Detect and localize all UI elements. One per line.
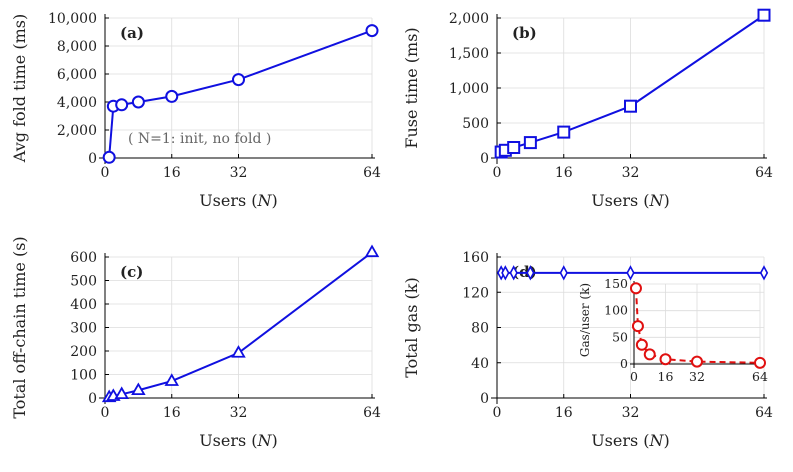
y-tick-label: 160 [462, 250, 489, 266]
inset-x-tick-label: 16 [658, 369, 674, 384]
y-tick-label: 200 [70, 344, 97, 360]
inset-y-tick-label: 50 [612, 329, 628, 344]
panel-label: (b) [512, 24, 537, 42]
y-tick-label: 2,000 [57, 123, 97, 139]
y-tick-label: 400 [70, 297, 97, 313]
inset-y-tick-label: 100 [604, 303, 628, 318]
panel-b: 0 16 32 64 0 500 1,000 1,500 2,000 Users (N) Fuse … [402, 8, 773, 210]
y-axis-label: Fuse time (ms) [402, 27, 421, 148]
y-tick-label: 10,000 [48, 11, 97, 27]
data-point [114, 386, 129, 400]
x-tick-label: 16 [163, 405, 181, 421]
y-tick-label: 40 [471, 356, 489, 372]
x-axis-label: Users (N) [199, 191, 278, 210]
x-tick-label: 32 [230, 405, 248, 421]
inset-data-point [659, 353, 672, 366]
panel-label: (c) [120, 263, 143, 281]
data-point [365, 24, 379, 38]
inset-x-tick-label: 32 [689, 369, 705, 384]
data-point [559, 265, 568, 281]
inset-chart: 0 16 32 64 0 50 100 150 Gas/user (k) [578, 276, 768, 384]
panel-c: 0 16 32 64 0 100 200 300 400 500 600 Users (N) Total… [10, 236, 381, 450]
x-tick-label: 32 [230, 165, 248, 181]
data-point [102, 150, 116, 164]
inset-y-tick-label: 0 [620, 356, 628, 371]
inset-data-point [754, 356, 766, 369]
x-axis-label: Users (N) [591, 191, 670, 210]
y-tick-label: 4,000 [57, 95, 97, 111]
x-tick-label: 64 [755, 405, 773, 421]
series-line [500, 14, 765, 153]
x-tick-label: 64 [363, 165, 381, 181]
y-tick-label: 300 [70, 321, 97, 337]
x-tick-label: 0 [493, 405, 502, 421]
data-point [364, 244, 380, 258]
inset-y-axis-label: Gas/user (k) [578, 283, 592, 357]
inset-data-point [643, 348, 656, 361]
data-point [759, 265, 769, 281]
data-point [231, 345, 246, 358]
y-tick-label: 0 [480, 151, 489, 167]
y-tick-label: 0 [480, 391, 489, 407]
y-axis-label: Total gas (k) [402, 277, 421, 378]
data-point [626, 265, 635, 281]
x-tick-label: 64 [363, 405, 381, 421]
x-tick-label: 32 [622, 165, 640, 181]
y-tick-label: 500 [70, 274, 97, 290]
data-point [115, 98, 129, 112]
inset-data-point [691, 355, 703, 368]
y-axis-label: Avg fold time (ms) [10, 14, 29, 163]
data-point [757, 8, 771, 22]
y-tick-label: 80 [471, 321, 489, 337]
data-point [501, 265, 510, 281]
annotation-text: ( N=1: init, no fold ) [128, 131, 271, 147]
y-tick-label: 100 [70, 368, 97, 384]
inset-data-point [629, 282, 642, 295]
x-tick-label: 16 [555, 165, 573, 181]
inset-y-tick-label: 150 [604, 276, 628, 291]
x-tick-label: 16 [163, 165, 181, 181]
y-tick-label: 600 [70, 250, 97, 266]
y-tick-label: 8,000 [57, 39, 97, 55]
inset-data-point [631, 320, 644, 333]
data-point [507, 141, 521, 154]
x-axis-label: Users (N) [591, 431, 670, 450]
data-point [523, 136, 537, 150]
series-line [108, 251, 373, 399]
inset-data-point [635, 338, 648, 351]
y-tick-label: 1,500 [449, 46, 489, 62]
y-axis-label: Total off-chain time (s) [10, 236, 29, 418]
data-point [164, 373, 180, 386]
x-tick-label: 32 [622, 405, 640, 421]
inset-x-tick-label: 0 [630, 369, 638, 384]
data-point [165, 89, 179, 103]
data-point [131, 382, 146, 396]
data-point [557, 125, 571, 139]
panel-label: (a) [120, 24, 144, 42]
data-point [509, 265, 518, 281]
data-point [624, 99, 637, 113]
panel-a: 0 16 32 64 0 2,000 4,000 6,000 8,000 10,000 Users … [10, 11, 381, 210]
y-tick-label: 500 [462, 116, 489, 132]
y-tick-label: 2,000 [449, 11, 489, 27]
data-point [526, 265, 535, 281]
inset-x-tick-label: 64 [752, 369, 768, 384]
y-tick-label: 0 [88, 151, 97, 167]
y-tick-label: 0 [88, 391, 97, 407]
x-axis-label: Users (N) [199, 431, 278, 450]
x-tick-label: 0 [101, 165, 110, 181]
x-tick-label: 0 [101, 405, 110, 421]
data-point [232, 73, 245, 87]
y-tick-label: 1,000 [449, 81, 489, 97]
y-tick-label: 120 [462, 285, 489, 301]
x-tick-label: 16 [555, 405, 573, 421]
x-tick-label: 0 [493, 165, 502, 181]
data-point [131, 95, 145, 109]
y-tick-label: 6,000 [57, 67, 97, 83]
x-tick-label: 64 [755, 165, 773, 181]
